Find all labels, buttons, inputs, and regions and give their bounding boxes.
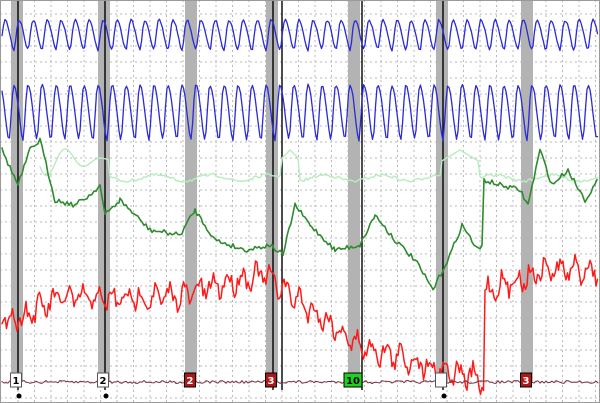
marker-box xyxy=(265,372,277,388)
event-marker[interactable]: 3 xyxy=(265,372,277,388)
marker-dot xyxy=(16,393,22,399)
event-band xyxy=(348,0,360,382)
marker-box xyxy=(343,372,363,388)
event-markers: 1 2 2 3 10 3 xyxy=(10,372,532,399)
eda-light-trace xyxy=(39,148,599,183)
marker-box xyxy=(520,372,532,388)
pneumo-upper-trace xyxy=(1,18,599,52)
event-marker[interactable]: 10 xyxy=(343,372,363,388)
marker-label: 3 xyxy=(268,376,275,387)
marker-label: 1 xyxy=(13,376,20,387)
event-band xyxy=(436,0,448,382)
trace-layer xyxy=(1,18,599,396)
marker-box xyxy=(435,372,447,388)
event-marker[interactable]: 2 xyxy=(97,372,109,399)
marker-dot xyxy=(441,393,447,399)
event-marker[interactable]: 1 xyxy=(10,372,22,399)
event-marker[interactable] xyxy=(435,372,447,399)
marker-label: 2 xyxy=(100,376,107,387)
marker-dot xyxy=(103,393,109,399)
marker-box xyxy=(10,372,22,388)
event-marker[interactable]: 3 xyxy=(520,372,532,388)
event-band xyxy=(98,0,110,382)
event-band xyxy=(185,0,197,382)
marker-label: 3 xyxy=(523,376,530,387)
marker-label: 10 xyxy=(346,376,360,387)
event-band xyxy=(266,0,278,382)
marker-box xyxy=(184,372,196,388)
eda-trace xyxy=(1,137,598,291)
cardio-trace xyxy=(1,253,599,396)
event-band xyxy=(11,0,23,382)
marker-box xyxy=(97,372,109,388)
pneumo-lower-trace xyxy=(1,83,599,142)
marker-label: 2 xyxy=(187,376,194,387)
event-marker[interactable]: 2 xyxy=(184,372,196,388)
